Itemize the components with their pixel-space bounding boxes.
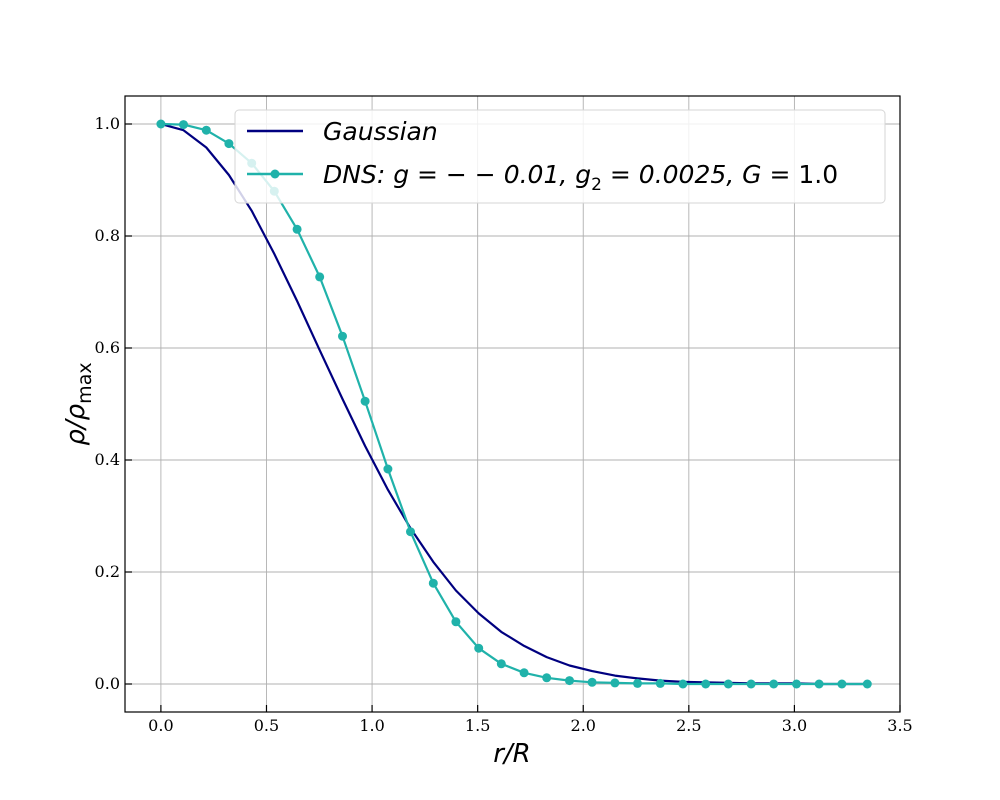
data-point-dns	[519, 668, 529, 678]
data-point-dns	[406, 527, 415, 537]
ticks: 0.0 0.5 1.0 1.5 2.0 2.5 3.0 3.5 0.0 0.2 0.4 0.6 0.8 1…	[95, 114, 913, 735]
y-axis-title: ρ/ρmax	[61, 362, 96, 445]
data-point-dns	[201, 125, 211, 135]
legend-box	[234, 109, 886, 204]
data-point-dns	[862, 679, 872, 689]
data-point-dns	[701, 679, 711, 689]
data-point-dns	[224, 139, 234, 149]
data-point-dns	[587, 677, 597, 687]
data-point-dns	[565, 676, 574, 686]
data-point-dns	[678, 679, 688, 689]
x-tick-label: 2.5	[676, 716, 701, 735]
legend-label-dns: DNS: g = − − 0.01, g2 = 0.0025, G = 1.0	[323, 160, 838, 195]
data-point-dns	[633, 678, 642, 688]
data-point-dns	[723, 679, 733, 689]
y-tick-label: 0.6	[95, 338, 120, 357]
x-tick-label: 1.0	[359, 716, 384, 735]
y-tick-label: 0.2	[95, 562, 120, 581]
series-layer	[156, 119, 872, 689]
data-point-dns	[542, 673, 552, 683]
plot-frame	[124, 95, 901, 713]
x-tick-label: 1.5	[465, 716, 490, 735]
data-point-dns	[746, 679, 756, 689]
data-point-dns	[315, 272, 325, 282]
data-point-dns	[814, 679, 824, 689]
x-tick-label: 0.5	[254, 716, 279, 735]
data-point-dns	[610, 678, 620, 688]
data-point-dns	[292, 224, 302, 234]
x-tick-label: 2.0	[571, 716, 596, 735]
y-tick-label: 0.0	[95, 674, 120, 693]
data-point-dns	[156, 119, 166, 129]
data-point-dns	[655, 678, 665, 688]
data-point-dns	[428, 578, 438, 588]
x-tick-label: 3.0	[782, 716, 807, 735]
legend: Gaussian DNS: g = − − 0.01, g2 = 0.0025,…	[234, 109, 886, 204]
legend-label-gaussian: Gaussian	[323, 117, 438, 146]
data-point-dns	[360, 396, 370, 406]
data-point-dns	[383, 464, 393, 474]
y-tick-label: 0.8	[95, 226, 120, 245]
x-tick-label: 3.5	[887, 716, 912, 735]
data-point-dns	[338, 331, 347, 341]
data-point-dns	[496, 659, 506, 669]
x-tick-label: 0.0	[148, 716, 173, 735]
data-point-dns	[769, 679, 779, 689]
legend-marker-dns	[270, 169, 280, 179]
x-axis-title: r/R	[493, 739, 531, 769]
y-tick-label: 0.4	[95, 450, 120, 469]
data-point-dns	[474, 643, 484, 653]
data-point-dns	[837, 679, 847, 689]
data-point-dns	[792, 679, 801, 689]
data-point-dns	[179, 120, 188, 130]
data-point-dns	[451, 617, 461, 627]
y-tick-label: 1.0	[95, 114, 120, 133]
